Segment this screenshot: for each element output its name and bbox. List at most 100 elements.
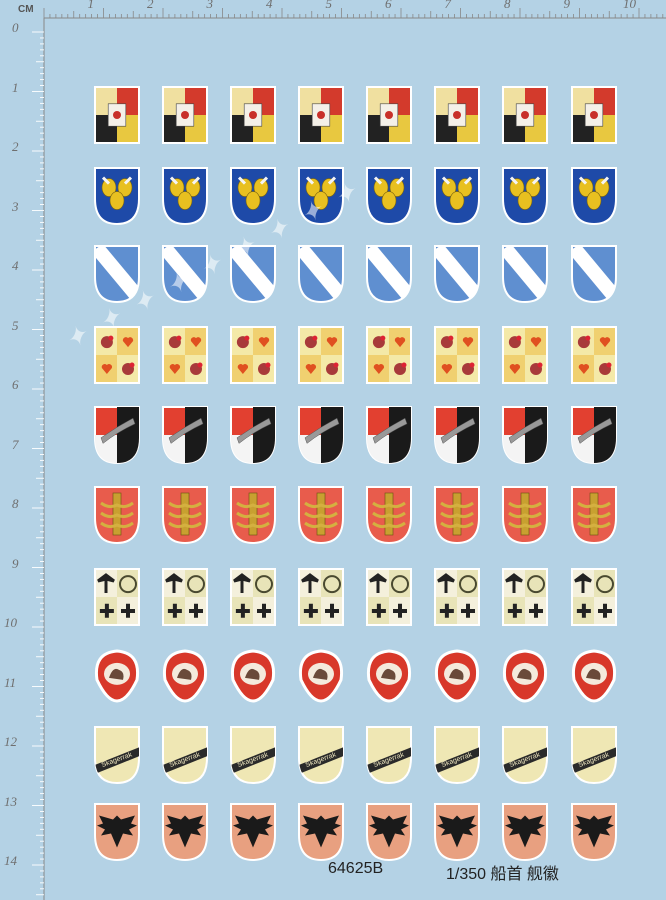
copper-eagle-decal: [94, 803, 140, 862]
quartered-red-yellow-lion-decal: [434, 86, 480, 144]
quartered-eagle-iron-cross-decal: [366, 568, 412, 626]
blue-white-bend-decal: [94, 245, 140, 304]
red-lion-oval-decal: [162, 649, 208, 703]
quartered-red-yellow-lion-decal: [162, 86, 208, 144]
left-ruler-number: 3: [12, 198, 19, 214]
red-lion-oval-decal: [434, 649, 480, 703]
top-ruler-number: 8: [504, 0, 511, 11]
catalog-number: 64625B: [328, 860, 384, 877]
skagerrak-band-decal: Skagerrak: [162, 726, 208, 785]
red-gold-column-decal: [571, 486, 617, 545]
red-black-white-halves-decal: [366, 406, 412, 465]
blue-white-bend-decal: [571, 245, 617, 304]
left-ruler-number: 14: [4, 853, 17, 868]
left-ruler-number: 13: [4, 793, 17, 809]
quartered-eagle-iron-cross-decal: [434, 568, 480, 626]
quartered-roosters-hearts-decal: [94, 326, 140, 384]
red-lion-oval-decal: [298, 649, 344, 703]
quartered-eagle-iron-cross-decal: [571, 568, 617, 626]
copper-eagle-decal: [298, 803, 344, 862]
red-lion-oval-decal: [94, 649, 140, 703]
top-ruler-number: 1: [87, 0, 95, 11]
quartered-eagle-iron-cross-decal: [94, 568, 140, 626]
left-ruler-number: 9: [12, 555, 19, 571]
blue-white-bend-decal: [366, 245, 412, 304]
scale-title: 1/350 船首 舰徽: [446, 866, 559, 883]
quartered-red-yellow-lion-decal: [502, 86, 548, 144]
quartered-eagle-iron-cross-decal: [162, 568, 208, 626]
skagerrak-band-decal: Skagerrak: [230, 726, 276, 785]
red-black-white-halves-decal: [434, 406, 480, 465]
quartered-roosters-hearts-decal: [571, 326, 617, 384]
quartered-red-yellow-lion-decal: [366, 86, 412, 144]
copper-eagle-decal: [162, 803, 208, 862]
blue-yellow-oak-leaves-decal: [298, 167, 344, 226]
top-ruler-number: 9: [563, 0, 571, 11]
left-ruler-number: 11: [4, 674, 17, 690]
quartered-red-yellow-lion-decal: [94, 86, 140, 144]
left-ruler-number: 8: [12, 496, 19, 511]
blue-white-bend-decal: [230, 245, 276, 304]
left-ruler-number: 1: [12, 79, 19, 95]
red-lion-oval-decal: [366, 649, 412, 703]
quartered-eagle-iron-cross-decal: [298, 568, 344, 626]
quartered-red-yellow-lion-decal: [571, 86, 617, 144]
red-gold-column-decal: [94, 486, 140, 545]
blue-yellow-oak-leaves-decal: [94, 167, 140, 226]
red-black-white-halves-decal: [94, 406, 140, 465]
quartered-red-yellow-lion-decal: [298, 86, 344, 144]
left-ruler-number: 0: [12, 20, 19, 35]
blue-white-bend-decal: [434, 245, 480, 304]
top-ruler-number: 2: [147, 0, 154, 11]
blue-yellow-oak-leaves-decal: [162, 167, 208, 226]
top-ruler-number: 3: [206, 0, 214, 11]
skagerrak-band-decal: Skagerrak: [298, 726, 344, 785]
top-ruler-number: 10: [623, 0, 636, 11]
red-gold-column-decal: [230, 486, 276, 545]
quartered-roosters-hearts-decal: [434, 326, 480, 384]
copper-eagle-decal: [230, 803, 276, 862]
top-ruler: CM: [0, 0, 666, 20]
top-ruler-number: 7: [444, 0, 452, 11]
quartered-roosters-hearts-decal: [298, 326, 344, 384]
red-gold-column-decal: [298, 486, 344, 545]
blue-yellow-oak-leaves-decal: [502, 167, 548, 226]
red-black-white-halves-decal: [162, 406, 208, 465]
ruler-unit-label: CM: [18, 4, 34, 15]
left-ruler-number: 4: [12, 258, 19, 273]
left-ruler-number: 12: [4, 734, 17, 749]
red-gold-column-decal: [366, 486, 412, 545]
quartered-eagle-iron-cross-decal: [230, 568, 276, 626]
quartered-roosters-hearts-decal: [230, 326, 276, 384]
skagerrak-band-decal: Skagerrak: [571, 726, 617, 785]
red-gold-column-decal: [162, 486, 208, 545]
top-ruler-number: 4: [266, 0, 273, 11]
skagerrak-band-decal: Skagerrak: [366, 726, 412, 785]
skagerrak-band-decal: Skagerrak: [94, 726, 140, 785]
red-black-white-halves-decal: [571, 406, 617, 465]
left-ruler-number: 6: [12, 377, 19, 392]
copper-eagle-decal: [502, 803, 548, 862]
skagerrak-band-decal: Skagerrak: [502, 726, 548, 785]
red-lion-oval-decal: [571, 649, 617, 703]
left-ruler-number: 7: [12, 436, 19, 452]
red-black-white-halves-decal: [230, 406, 276, 465]
blue-white-bend-decal: [298, 245, 344, 304]
quartered-red-yellow-lion-decal: [230, 86, 276, 144]
blue-white-bend-decal: [502, 245, 548, 304]
blue-yellow-oak-leaves-decal: [571, 167, 617, 226]
blue-yellow-oak-leaves-decal: [366, 167, 412, 226]
red-gold-column-decal: [502, 486, 548, 545]
quartered-roosters-hearts-decal: [162, 326, 208, 384]
blue-yellow-oak-leaves-decal: [230, 167, 276, 226]
top-ruler-number: 6: [385, 0, 392, 11]
copper-eagle-decal: [366, 803, 412, 862]
red-gold-column-decal: [434, 486, 480, 545]
top-ruler-number: 5: [325, 0, 333, 11]
red-black-white-halves-decal: [298, 406, 344, 465]
copper-eagle-decal: [434, 803, 480, 862]
copper-eagle-decal: [571, 803, 617, 862]
left-ruler-number: 10: [4, 615, 17, 630]
